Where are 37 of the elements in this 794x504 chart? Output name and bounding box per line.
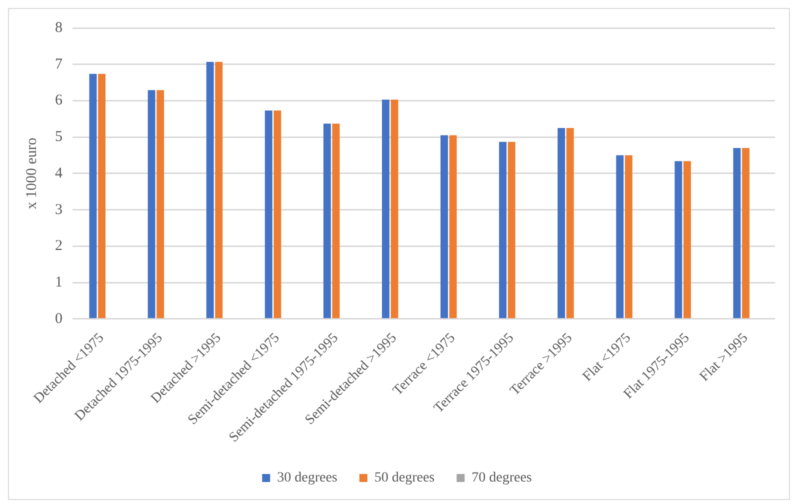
bar [332, 124, 340, 318]
bar [440, 135, 448, 318]
bar [616, 155, 624, 318]
bar [558, 128, 566, 318]
bar [156, 90, 164, 318]
bar [624, 155, 632, 318]
y-tick-label: 5 [55, 129, 62, 146]
bar [733, 148, 741, 318]
bar [148, 90, 156, 318]
bar [89, 74, 97, 318]
bar [742, 148, 750, 318]
y-tick-label: 4 [55, 165, 63, 182]
bar [98, 74, 106, 318]
y-tick-label: 0 [55, 310, 62, 327]
legend-label: 70 degrees [472, 470, 532, 486]
y-tick-label: 6 [55, 92, 63, 109]
bar [264, 110, 272, 318]
bar [566, 128, 574, 318]
y-tick-label: 8 [55, 20, 62, 36]
y-tick-label: 1 [55, 274, 62, 290]
bar [206, 62, 214, 318]
bar [674, 161, 682, 318]
y-tick-label: 3 [55, 202, 62, 218]
bar [449, 135, 457, 318]
bar [382, 100, 390, 318]
y-tick-label: 7 [55, 56, 63, 72]
bar [390, 100, 398, 318]
bar [274, 110, 282, 318]
y-tick-label: 2 [55, 238, 62, 254]
y-axis-title: x 1000 euro [24, 138, 40, 210]
legend-label: 50 degrees [374, 470, 435, 486]
bar [323, 124, 331, 318]
bar [499, 142, 507, 318]
legend-label: 30 degrees [277, 470, 338, 486]
bar [683, 161, 691, 318]
bar [215, 62, 223, 318]
bar [508, 142, 516, 318]
